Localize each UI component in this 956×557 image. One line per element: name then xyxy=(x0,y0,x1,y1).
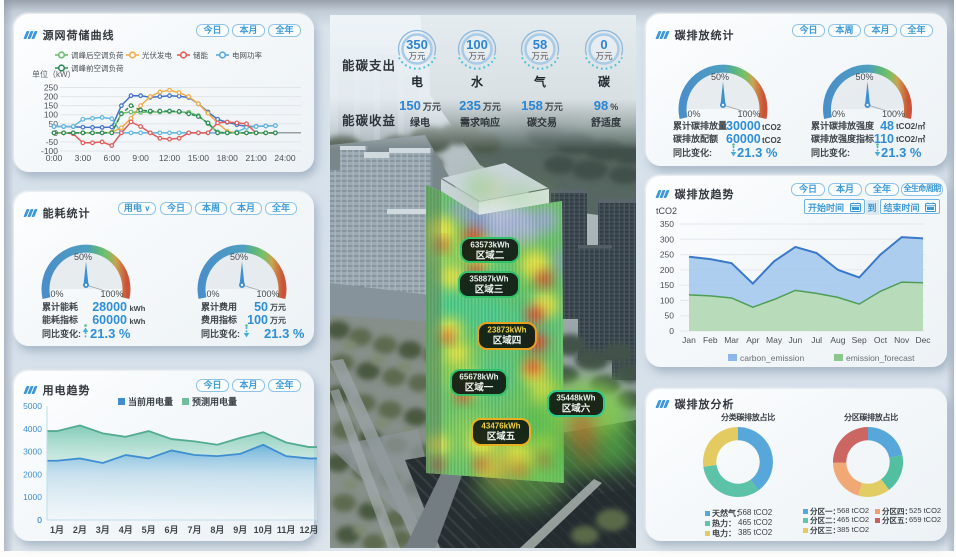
svg-text:0: 0 xyxy=(37,515,42,525)
svg-text:光伏发电: 光伏发电 xyxy=(142,50,172,60)
svg-text:4000: 4000 xyxy=(23,424,42,434)
svg-text:6月: 6月 xyxy=(165,525,179,535)
svg-text:tCO2: tCO2 xyxy=(656,206,677,216)
svg-text:50: 50 xyxy=(665,311,675,321)
svg-text:35887kWh: 35887kWh xyxy=(469,275,508,284)
svg-text:50%: 50% xyxy=(711,72,729,82)
svg-text:35448kWh: 35448kWh xyxy=(556,394,595,403)
svg-text:24:00: 24:00 xyxy=(274,153,296,163)
svg-text:8月: 8月 xyxy=(210,525,224,535)
svg-text:100: 100 xyxy=(660,295,674,305)
svg-text:emission_forecast: emission_forecast xyxy=(846,353,915,363)
svg-text:3月: 3月 xyxy=(96,525,110,535)
svg-text:200: 200 xyxy=(660,265,674,275)
svg-text:100%: 100% xyxy=(100,289,123,299)
svg-text:63573kWh: 63573kWh xyxy=(470,241,509,250)
svg-text:100: 100 xyxy=(44,110,58,120)
svg-text:11月: 11月 xyxy=(277,525,296,535)
svg-text:100%: 100% xyxy=(737,109,760,119)
svg-text:Mar: Mar xyxy=(724,335,739,345)
svg-text:-100: -100 xyxy=(41,146,58,156)
svg-text:300: 300 xyxy=(660,234,674,244)
svg-text:Dec: Dec xyxy=(915,335,931,345)
svg-text:Jun: Jun xyxy=(789,335,803,345)
svg-text:4月: 4月 xyxy=(119,525,133,535)
svg-text:1月: 1月 xyxy=(50,525,64,535)
svg-text:单位（kW）: 单位（kW） xyxy=(32,69,76,79)
svg-text:区域四: 区域四 xyxy=(493,335,522,347)
svg-text:50: 50 xyxy=(49,119,59,129)
svg-text:Jul: Jul xyxy=(811,335,822,345)
svg-text:Sep: Sep xyxy=(852,335,867,345)
svg-text:Nov: Nov xyxy=(894,335,910,345)
svg-text:0: 0 xyxy=(669,326,674,336)
svg-text:电网功率: 电网功率 xyxy=(232,50,262,60)
svg-text:区域二: 区域二 xyxy=(476,250,505,262)
svg-text:10月: 10月 xyxy=(254,525,273,535)
svg-text:5000: 5000 xyxy=(23,401,42,411)
svg-text:21:00: 21:00 xyxy=(245,153,267,163)
svg-text:12月: 12月 xyxy=(299,525,318,535)
svg-text:50%: 50% xyxy=(230,252,248,262)
svg-text:0%: 0% xyxy=(206,289,219,299)
svg-text:50%: 50% xyxy=(855,72,873,82)
svg-text:5月: 5月 xyxy=(142,525,156,535)
svg-text:Oct: Oct xyxy=(874,335,888,345)
svg-text:2月: 2月 xyxy=(73,525,87,535)
svg-text:-50: -50 xyxy=(46,137,59,147)
svg-text:250: 250 xyxy=(44,83,58,93)
svg-text:2000: 2000 xyxy=(23,469,42,479)
svg-text:0:00: 0:00 xyxy=(46,153,63,163)
svg-text:区域五: 区域五 xyxy=(487,431,516,443)
svg-text:9:00: 9:00 xyxy=(132,153,149,163)
svg-text:3000: 3000 xyxy=(23,447,42,457)
svg-text:7月: 7月 xyxy=(187,525,201,535)
svg-text:250: 250 xyxy=(660,250,674,260)
svg-text:43476kWh: 43476kWh xyxy=(481,422,520,431)
svg-text:0: 0 xyxy=(37,515,42,525)
svg-text:150: 150 xyxy=(44,101,58,111)
svg-text:May: May xyxy=(766,335,783,345)
svg-text:0%: 0% xyxy=(687,109,700,119)
svg-text:0%: 0% xyxy=(50,289,63,299)
svg-text:350: 350 xyxy=(660,219,674,229)
svg-text:1000: 1000 xyxy=(23,492,42,502)
svg-text:9月: 9月 xyxy=(233,525,247,535)
svg-text:15:00: 15:00 xyxy=(188,153,210,163)
svg-text:区域一: 区域一 xyxy=(465,382,494,394)
svg-text:区域六: 区域六 xyxy=(562,403,591,415)
svg-text:18:00: 18:00 xyxy=(217,153,239,163)
svg-text:预测用电量: 预测用电量 xyxy=(192,396,237,407)
svg-text:3:00: 3:00 xyxy=(75,153,92,163)
svg-text:65678kWh: 65678kWh xyxy=(459,373,498,382)
svg-text:Feb: Feb xyxy=(703,335,718,345)
svg-text:100%: 100% xyxy=(882,109,905,119)
svg-text:0%: 0% xyxy=(832,109,845,119)
svg-text:12:00: 12:00 xyxy=(159,153,181,163)
svg-text:Apr: Apr xyxy=(746,335,759,345)
svg-text:150: 150 xyxy=(660,280,674,290)
svg-text:储能: 储能 xyxy=(193,50,208,60)
svg-text:Aug: Aug xyxy=(830,335,845,345)
svg-text:50%: 50% xyxy=(74,252,92,262)
svg-text:carbon_emission: carbon_emission xyxy=(740,353,805,363)
svg-text:区域三: 区域三 xyxy=(475,284,504,296)
svg-text:当前用电量: 当前用电量 xyxy=(128,396,173,407)
svg-text:23873kWh: 23873kWh xyxy=(487,326,526,335)
svg-text:调峰前空调负荷: 调峰前空调负荷 xyxy=(71,63,124,73)
svg-text:100%: 100% xyxy=(256,289,279,299)
svg-text:Jan: Jan xyxy=(682,335,696,345)
svg-text:调峰后空调负荷: 调峰后空调负荷 xyxy=(71,50,124,60)
svg-text:6:00: 6:00 xyxy=(103,153,120,163)
svg-text:200: 200 xyxy=(44,92,58,102)
